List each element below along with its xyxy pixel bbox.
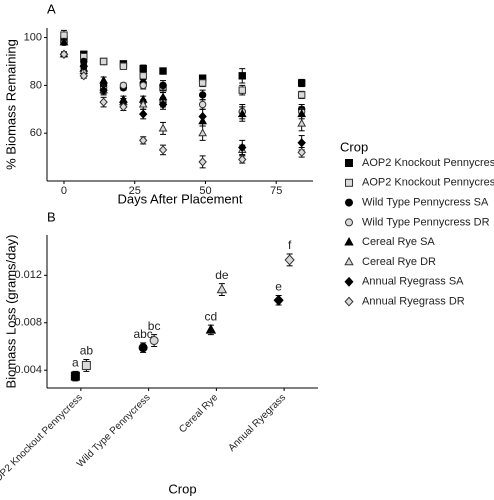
marker (139, 109, 148, 119)
marker (99, 85, 108, 95)
legend-label: Cereal Rye DR (362, 256, 436, 268)
y-tick-label: 0.008 (14, 317, 42, 329)
marker (158, 145, 168, 155)
marker (99, 75, 108, 84)
legend-label: AOP2 Knockout Pennycress DR (362, 177, 494, 189)
significance-letter: f (288, 238, 292, 252)
marker (273, 294, 284, 306)
marker (297, 79, 306, 87)
marker (205, 324, 217, 334)
marker (119, 81, 128, 90)
marker (344, 296, 354, 307)
legend-label: Annual Ryegrass DR (362, 296, 465, 308)
marker (158, 92, 168, 101)
marker (159, 67, 167, 75)
marker (119, 102, 128, 112)
x-tick-label: 75 (270, 185, 282, 197)
y-tick-label: 0.004 (14, 364, 42, 376)
marker (238, 72, 246, 80)
marker (198, 100, 207, 109)
marker (158, 99, 168, 110)
marker (158, 123, 168, 132)
significance-letter: bc (148, 319, 161, 333)
marker (345, 198, 353, 207)
marker (139, 81, 147, 90)
y-tick-label: 80 (30, 79, 42, 91)
marker (138, 99, 148, 108)
marker (79, 71, 88, 81)
marker (216, 283, 228, 294)
significance-letter: abc (133, 327, 152, 341)
significance-letter: de (215, 268, 229, 282)
marker (60, 31, 68, 39)
panel-label: A (47, 1, 56, 16)
marker (284, 254, 295, 266)
marker (99, 97, 108, 107)
marker (159, 81, 167, 90)
x-tick-label: AOP2 Knockout Pennycress (0, 392, 85, 489)
y-tick-label: 0.012 (14, 269, 42, 281)
marker (59, 37, 69, 46)
panel-label: B (47, 209, 56, 224)
x-tick-label: Wild Type Pennycress (75, 392, 153, 470)
marker (344, 256, 354, 266)
marker (297, 147, 306, 157)
marker (81, 360, 91, 370)
legend-label: Wild Type Pennycress SA (362, 197, 489, 209)
marker (345, 159, 353, 167)
marker (79, 61, 88, 71)
marker (149, 336, 159, 346)
marker (139, 135, 148, 145)
marker (99, 57, 108, 66)
marker (119, 62, 128, 70)
marker (297, 118, 307, 127)
y-tick-label: 100 (24, 31, 42, 43)
x-tick-label: 0 (61, 185, 67, 197)
marker (138, 343, 148, 353)
x-tick-label: Annual Ryegrass (226, 392, 288, 454)
marker (238, 86, 246, 94)
x-tick-label: Cereal Rye (177, 392, 220, 435)
significance-letter: ab (80, 344, 94, 358)
marker (237, 109, 247, 118)
significance-letter: a (72, 356, 79, 370)
marker (198, 128, 208, 137)
y-tick-label: 60 (30, 127, 42, 139)
x-tick-label: 50 (199, 185, 211, 197)
marker (344, 236, 354, 246)
x-axis-title: Crop (168, 481, 196, 496)
marker (345, 178, 353, 187)
marker (198, 79, 207, 87)
significance-letter: e (275, 280, 282, 294)
marker (238, 154, 247, 165)
marker (344, 276, 354, 287)
legend-label: AOP2 Knockout Pennycress SA (362, 157, 494, 169)
marker (198, 111, 207, 122)
x-axis-title: Days After Placement (118, 191, 243, 206)
y-axis-title: % Biomass Remaining (3, 39, 18, 170)
marker (238, 142, 247, 153)
marker (297, 138, 306, 148)
y-axis-title: Biomass Loss (grams/day) (3, 235, 18, 389)
legend-label: Annual Ryegrass SA (362, 276, 464, 288)
marker (297, 91, 306, 99)
x-tick-label: 25 (129, 185, 141, 197)
marker (139, 64, 147, 73)
marker (70, 371, 80, 381)
legend-title: Crop (340, 139, 368, 154)
legend-label: Cereal Rye SA (362, 236, 435, 248)
marker (198, 157, 207, 167)
significance-letter: cd (205, 309, 218, 323)
marker (139, 72, 147, 80)
marker (345, 218, 353, 227)
legend-label: Wild Type Pennycress DR (362, 216, 490, 228)
marker (198, 91, 207, 99)
marker (59, 49, 69, 59)
